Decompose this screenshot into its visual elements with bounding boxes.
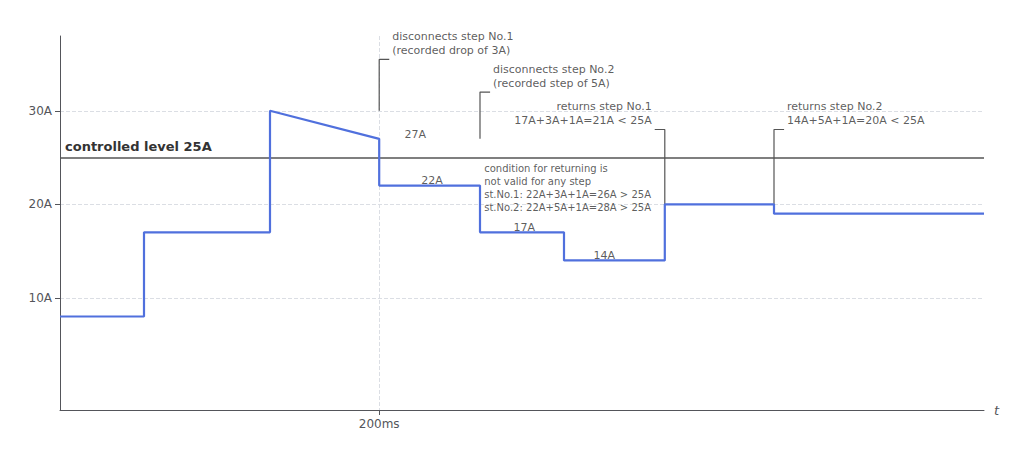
svg-text:not valid for any step: not valid for any step xyxy=(484,176,591,187)
svg-text:14A+5A+1A=20A < 25A: 14A+5A+1A=20A < 25A xyxy=(787,114,925,127)
svg-text:(recorded step of 5A): (recorded step of 5A) xyxy=(493,77,610,90)
svg-text:27A: 27A xyxy=(404,128,426,141)
svg-text:20A: 20A xyxy=(29,197,53,211)
svg-text:17A: 17A xyxy=(514,221,536,234)
svg-text:t: t xyxy=(994,403,1000,418)
svg-text:condition for returning is: condition for returning is xyxy=(484,163,608,174)
svg-text:st.No.2: 22A+5A+1A=28A > 25A: st.No.2: 22A+5A+1A=28A > 25A xyxy=(484,202,651,213)
svg-text:17A+3A+1A=21A < 25A: 17A+3A+1A=21A < 25A xyxy=(514,114,652,127)
svg-text:10A: 10A xyxy=(29,291,53,305)
svg-text:14A: 14A xyxy=(593,249,615,262)
svg-text:22A: 22A xyxy=(421,174,443,187)
svg-text:returns step No.1: returns step No.1 xyxy=(556,100,651,113)
svg-text:(recorded drop of 3A): (recorded drop of 3A) xyxy=(392,44,510,57)
svg-text:30A: 30A xyxy=(29,104,53,118)
svg-text:returns step No.2: returns step No.2 xyxy=(787,100,882,113)
svg-text:disconnects step No.2: disconnects step No.2 xyxy=(493,63,614,76)
svg-text:disconnects step No.1: disconnects step No.1 xyxy=(392,30,513,43)
svg-text:200ms: 200ms xyxy=(359,417,400,431)
svg-text:st.No.1: 22A+3A+1A=26A > 25A: st.No.1: 22A+3A+1A=26A > 25A xyxy=(484,189,651,200)
svg-text:controlled level 25A: controlled level 25A xyxy=(65,139,212,154)
